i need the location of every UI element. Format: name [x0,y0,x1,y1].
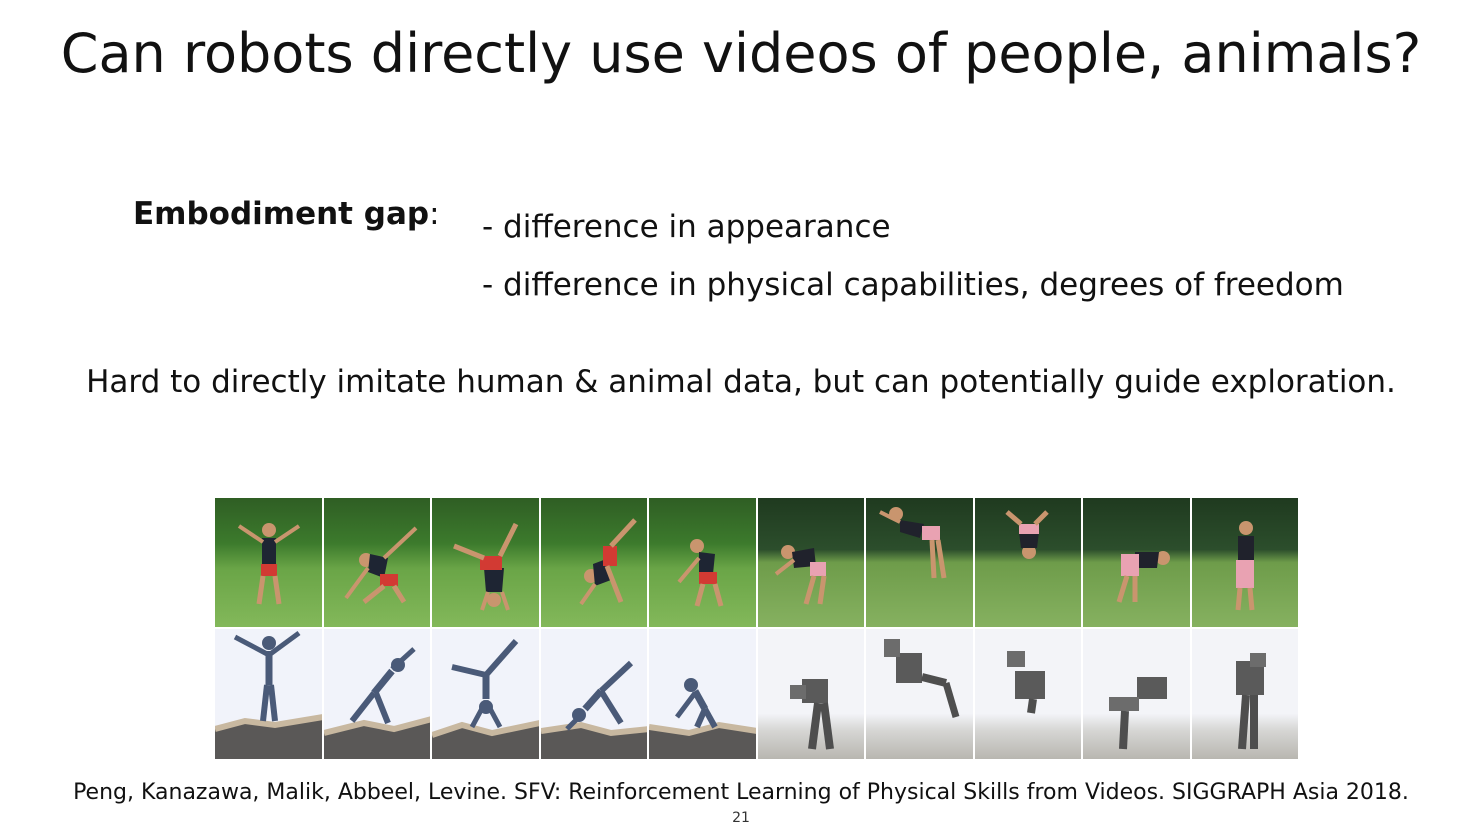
embodiment-gap-term: Embodiment gap [133,196,430,232]
sim-frame-robot-2 [866,629,973,759]
motion-imitation-figure [215,498,1298,759]
sim-frame-humanoid-2 [323,629,430,759]
sim-frame-robot-5 [1191,629,1298,759]
video-frame-cartwheel-1 [215,498,322,627]
video-frame-backflip-5 [1191,498,1298,627]
video-frame-cartwheel-2 [323,498,430,627]
video-frame-cartwheel-3 [432,498,539,627]
embodiment-gap-label: Embodiment gap: [133,196,440,232]
video-frame-backflip-3 [974,498,1081,627]
video-frame-backflip-1 [757,498,864,627]
video-frame-backflip-2 [866,498,973,627]
summary-statement: Hard to directly imitate human & animal … [86,364,1396,400]
video-frame-backflip-4 [1083,498,1190,627]
sim-frame-humanoid-4 [540,629,647,759]
sim-frame-robot-1 [757,629,864,759]
slide-title: Can robots directly use videos of people… [60,22,1422,85]
video-frame-cartwheel-5 [649,498,756,627]
sim-frame-humanoid-1 [215,629,322,759]
sim-frame-humanoid-3 [432,629,539,759]
sim-frame-robot-3 [974,629,1081,759]
bullet-appearance: - difference in appearance [482,209,891,245]
embodiment-gap-list: - difference in appearance - difference … [482,198,1344,314]
page-number: 21 [732,810,750,826]
bullet-capabilities: - difference in physical capabilities, d… [482,267,1344,303]
video-frame-cartwheel-4 [540,498,647,627]
sim-frame-humanoid-5 [649,629,756,759]
embodiment-gap-colon: : [429,196,440,232]
sim-frame-robot-4 [1083,629,1190,759]
citation: Peng, Kanazawa, Malik, Abbeel, Levine. S… [73,780,1409,805]
